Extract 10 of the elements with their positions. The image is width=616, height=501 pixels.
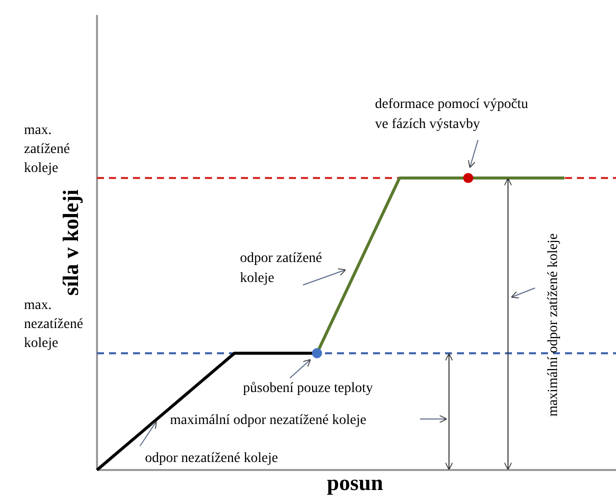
annotation: maximální odpor zatížené koleje (546, 233, 561, 417)
ref-line-label: max. nezatížené koleje (24, 298, 84, 352)
annotation: odpor zatížené koleje (240, 251, 322, 286)
text: deformace pomocí výpočtu ve fázích výstavby (375, 97, 528, 132)
annotation: odpor nezatížené koleje (145, 451, 278, 466)
ref-line-label: max. zatížené koleje (24, 123, 70, 176)
y-axis-title: síla v koleji (58, 189, 83, 296)
x-axis-title: posun (326, 470, 384, 495)
annotation: maximální odpor nezatížené koleje (170, 413, 366, 428)
annotation: působení pouze teploty (243, 381, 373, 396)
